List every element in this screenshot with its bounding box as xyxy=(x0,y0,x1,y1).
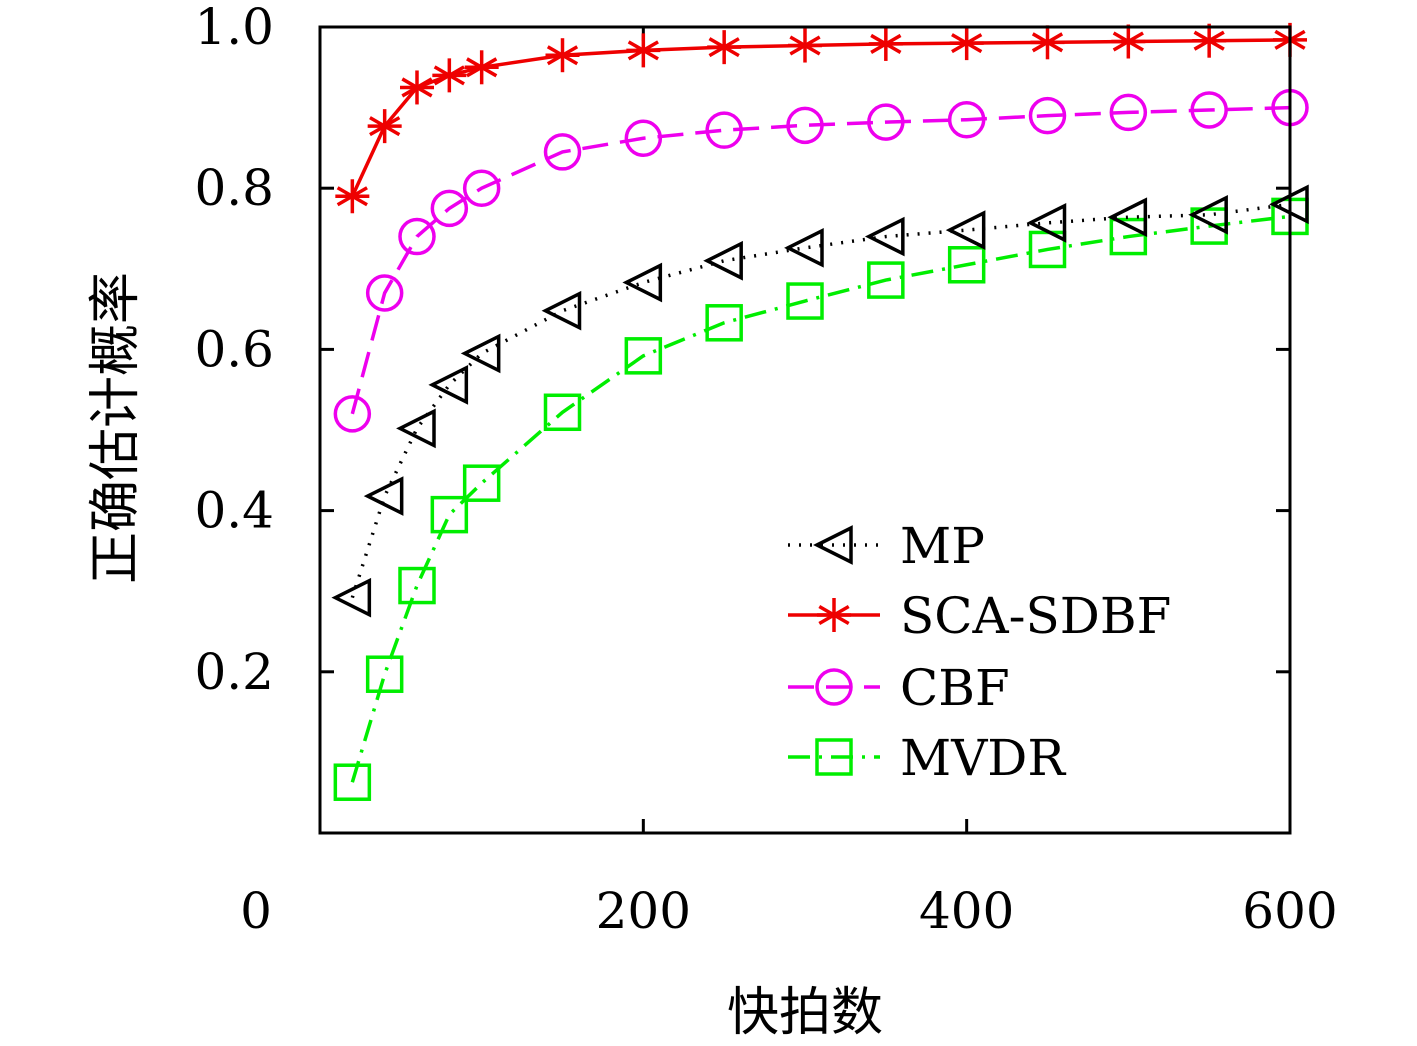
series-mvdr xyxy=(333,197,1309,801)
y-tick-label: 1.0 xyxy=(194,0,274,56)
data-point xyxy=(1109,93,1148,132)
legend-label: MVDR xyxy=(900,729,1066,787)
data-point xyxy=(1030,25,1065,60)
tick-labels: 0 200 400 600 0.2 0.4 0.6 0.8 1.0 xyxy=(194,0,1337,940)
legend-entry: SCA-SDBF xyxy=(788,587,1171,645)
legend-entry: MP xyxy=(788,517,985,575)
data-point xyxy=(335,179,370,214)
data-point xyxy=(624,119,663,157)
data-point xyxy=(786,106,824,145)
data-point xyxy=(543,133,582,171)
data-point xyxy=(947,100,986,139)
data-point xyxy=(1028,96,1067,135)
data-point xyxy=(365,274,404,312)
data-point xyxy=(460,333,501,374)
x-tick-label: 400 xyxy=(919,882,1014,940)
series-mp xyxy=(331,184,1309,618)
data-point xyxy=(1111,24,1146,59)
legend-marker xyxy=(815,738,853,776)
data-point xyxy=(400,70,434,105)
legend-entry: CBF xyxy=(788,659,1010,717)
data-point xyxy=(363,476,404,516)
y-axis-ticks xyxy=(320,186,1290,674)
legend-entry: MVDR xyxy=(788,729,1066,787)
x-tick-label: 0 xyxy=(240,882,272,940)
data-point xyxy=(1026,203,1067,243)
data-point xyxy=(624,337,663,375)
y-tick-label: 0.4 xyxy=(194,482,274,540)
legend-label: MP xyxy=(900,517,985,575)
y-tick-label: 0.2 xyxy=(194,643,274,701)
x-axis-label: 快拍数 xyxy=(727,983,883,1043)
data-point xyxy=(622,262,663,303)
data-point xyxy=(398,217,436,256)
data-point xyxy=(949,26,984,61)
data-point xyxy=(705,304,743,342)
data-point xyxy=(1188,194,1228,235)
series-sca-sdbf xyxy=(335,22,1307,214)
data-point xyxy=(705,111,743,149)
legend-label: SCA-SDBF xyxy=(900,587,1171,645)
data-point xyxy=(945,210,986,250)
data-point xyxy=(543,393,582,432)
data-point xyxy=(462,464,501,502)
data-point xyxy=(784,228,824,268)
data-point xyxy=(867,103,905,141)
data-point xyxy=(703,240,743,281)
data-point xyxy=(541,290,582,331)
data-point xyxy=(626,33,661,68)
x-tick-label: 600 xyxy=(1242,882,1337,940)
data-point xyxy=(786,282,824,320)
data-point xyxy=(1107,197,1148,238)
data-point xyxy=(1190,91,1228,129)
data-point xyxy=(430,189,469,228)
data-point xyxy=(788,28,822,63)
data-point xyxy=(864,216,905,257)
series-line xyxy=(350,105,1291,415)
y-axis-label: 正确估计概率 xyxy=(86,272,146,584)
data-point xyxy=(464,50,499,85)
legend-marker xyxy=(813,525,853,565)
data-point xyxy=(398,566,436,605)
data-point xyxy=(396,408,436,449)
data-point xyxy=(333,395,372,433)
y-tick-label: 0.8 xyxy=(194,159,274,217)
data-point xyxy=(333,763,372,801)
data-point xyxy=(545,38,580,73)
data-point xyxy=(432,58,467,93)
legend-marker xyxy=(817,598,851,632)
data-point xyxy=(430,495,469,534)
legend-marker xyxy=(815,668,853,706)
plot-frame xyxy=(318,25,1292,835)
series-layer xyxy=(331,22,1309,801)
series-line xyxy=(350,214,1291,783)
data-point xyxy=(365,655,404,693)
x-tick-label: 200 xyxy=(596,882,691,940)
data-point xyxy=(1109,217,1148,256)
data-point xyxy=(867,261,905,299)
data-point xyxy=(947,246,986,284)
y-tick-label: 0.6 xyxy=(194,320,274,378)
legend: MP SCA-SDBF CBF MVDR xyxy=(788,517,1171,787)
data-point xyxy=(868,26,903,61)
data-point xyxy=(707,30,742,65)
data-point xyxy=(331,577,372,618)
data-point xyxy=(428,365,469,405)
data-point xyxy=(367,109,402,144)
data-point xyxy=(462,169,501,207)
legend-label: CBF xyxy=(900,659,1010,717)
data-point xyxy=(1192,23,1227,58)
